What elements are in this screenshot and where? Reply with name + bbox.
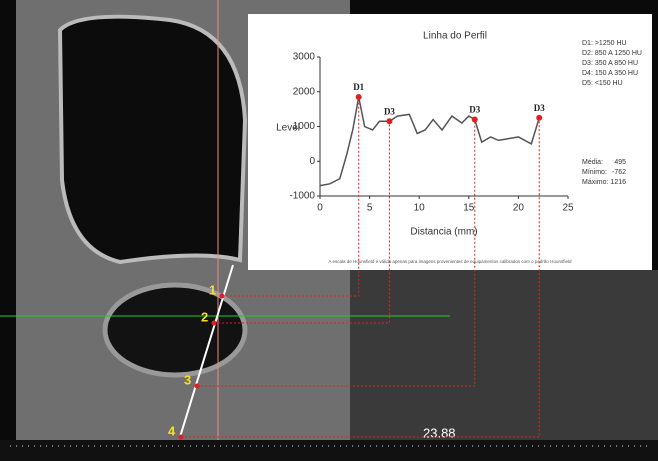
x-tick-label: 0 [317, 203, 323, 214]
point-label: 1 [209, 282, 216, 297]
marker [536, 115, 542, 121]
point-label: 2 [201, 309, 208, 324]
marker-label: D3 [384, 106, 395, 116]
scan-dot [220, 294, 225, 299]
stat-label: Média: [582, 159, 603, 166]
legend-entry: D3: 350 A 850 HU [582, 60, 638, 67]
y-tick-label: 3000 [293, 52, 316, 63]
stat-label: Máximo: [582, 179, 609, 186]
x-tick-label: 15 [463, 203, 475, 214]
y-tick-label: -1000 [289, 191, 315, 202]
y-tick-label: 2000 [293, 86, 316, 97]
scan-dot [195, 384, 200, 389]
marker [472, 117, 478, 123]
stat-value: 1216 [610, 179, 626, 186]
point-label: 4 [168, 423, 176, 438]
marker-label: D3 [534, 103, 545, 113]
x-tick-label: 10 [414, 203, 426, 214]
scan-dot [179, 435, 184, 440]
y-tick-label: 0 [309, 156, 315, 167]
marker-label: D3 [469, 105, 480, 115]
legend-entry: D2: 850 A 1250 HU [582, 50, 642, 57]
stat-label: Mínimo: [582, 169, 607, 176]
marker-label: D1 [353, 82, 364, 92]
stat-value: -762 [612, 169, 626, 176]
x-tick-label: 25 [562, 203, 574, 214]
x-axis-label: Distancia (mm) [410, 227, 477, 238]
point-label: 3 [184, 372, 191, 387]
sinus-cavity [60, 17, 245, 262]
x-tick-label: 20 [513, 203, 525, 214]
scan-dot [212, 321, 217, 326]
marker [386, 118, 392, 124]
chart-title: Linha do Perfil [423, 31, 487, 42]
scan-region [350, 270, 658, 440]
ruler [0, 440, 658, 461]
legend-entry: D1: >1250 HU [582, 40, 627, 47]
stat-value: 495 [614, 159, 626, 166]
legend-entry: D4: 150 A 350 HU [582, 70, 638, 77]
x-tick-label: 5 [367, 203, 373, 214]
measurement: 23.88 [423, 425, 456, 440]
y-tick-label: 1000 [293, 121, 316, 132]
screen: Linha do Perfil Level Distancia (mm) A e… [0, 0, 658, 461]
legend-entry: D5: <150 HU [582, 80, 623, 87]
marker [356, 94, 362, 100]
footnote: A escala de Hounsfield é válida apenas p… [329, 259, 572, 264]
canal [105, 285, 245, 375]
